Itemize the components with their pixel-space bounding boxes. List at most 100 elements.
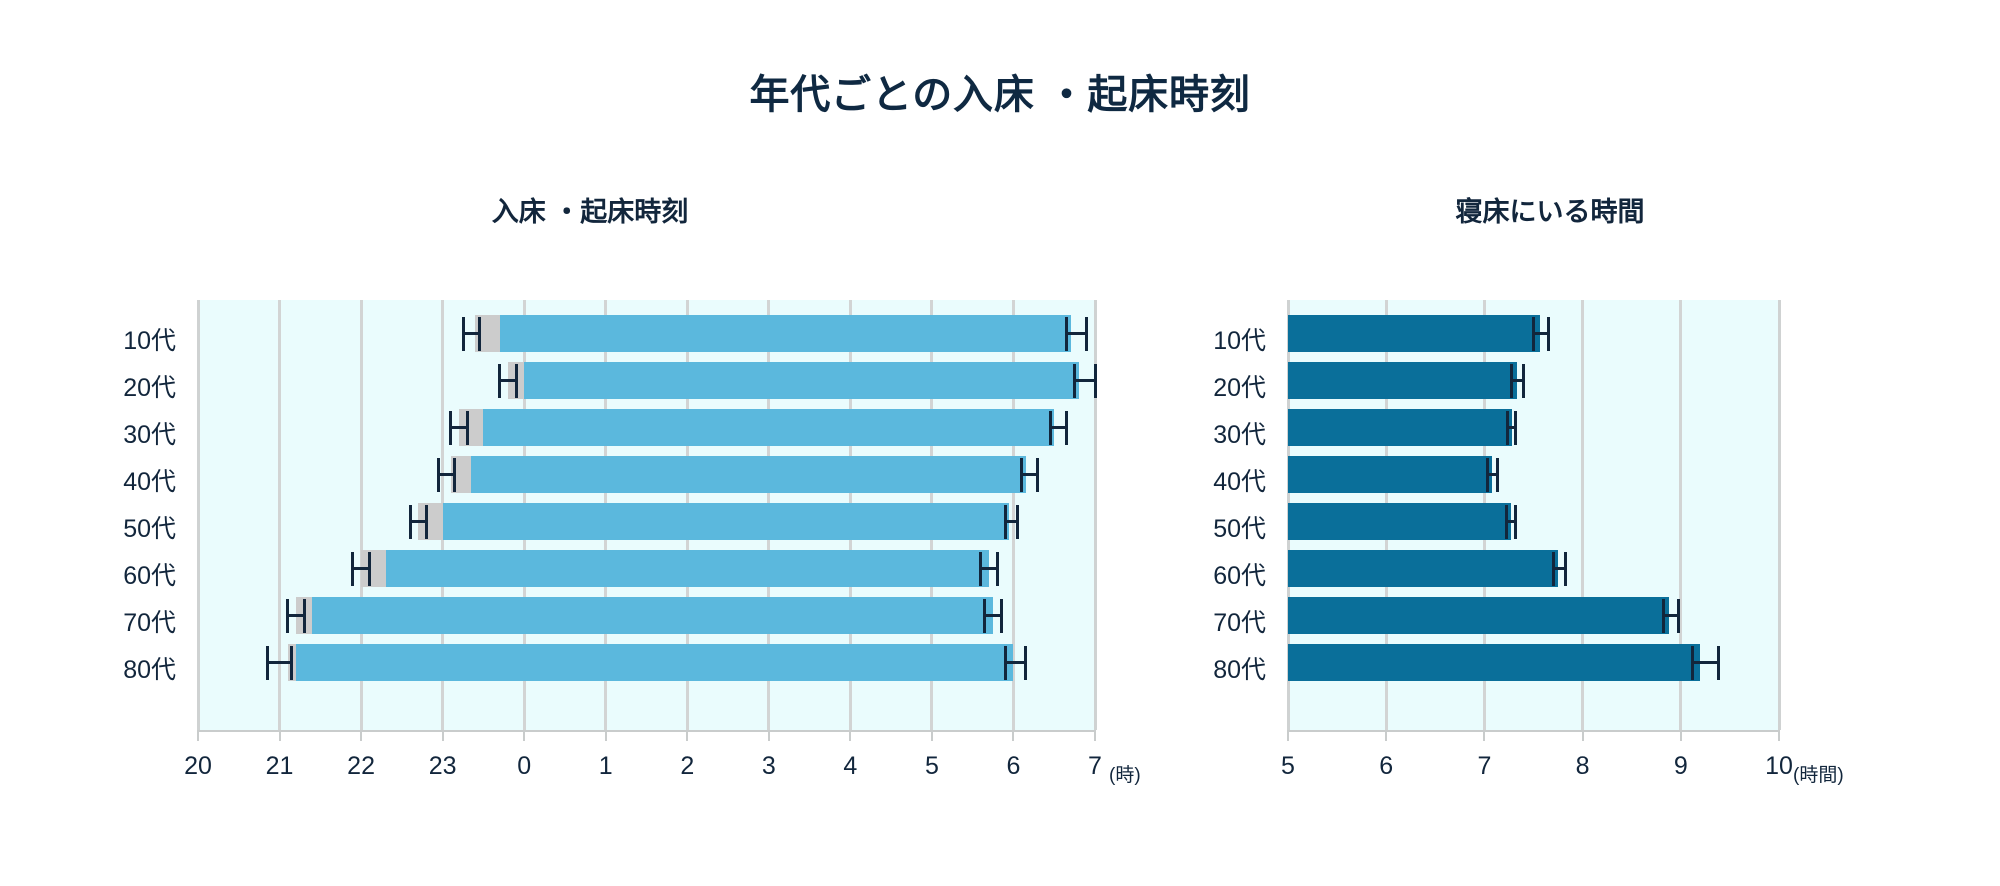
bar-time-in-bed <box>1288 550 1559 587</box>
error-bar-line <box>1506 520 1516 523</box>
axis-tick <box>1385 730 1388 741</box>
error-bar-cap-low <box>1551 551 1555 586</box>
axis-tick <box>1287 730 1289 741</box>
error-bar-cap-low <box>265 645 269 680</box>
error-bar-cap-high <box>477 316 481 351</box>
category-label: 30代 <box>1213 421 1266 449</box>
axis-tick-label: 9 <box>1673 752 1688 780</box>
axis-tick-label: 7 <box>1088 752 1102 780</box>
bar-sleep-period <box>499 315 1071 352</box>
category-label: 40代 <box>123 468 176 496</box>
gridline <box>1581 300 1585 730</box>
error-bar-cap-low <box>437 457 441 492</box>
axis-tick-label: 3 <box>761 752 776 780</box>
error-bar-cap-high <box>995 551 999 586</box>
panel-left-title: 入床 ・起床時刻 <box>491 197 689 227</box>
x-axis-line <box>198 730 1095 732</box>
error-bar-cap-low <box>351 551 355 586</box>
axis-tick <box>197 730 199 741</box>
error-bar-cap-high <box>1495 457 1499 492</box>
bar-sleep-period <box>471 456 1026 493</box>
error-bar-cap-low <box>1003 504 1007 539</box>
error-bar-line <box>1487 473 1498 476</box>
axis-tick <box>1012 730 1015 741</box>
error-bar-cap-high <box>1564 551 1568 586</box>
error-bar-cap-high <box>1522 363 1526 398</box>
error-bar-line <box>980 567 998 570</box>
category-label: 30代 <box>123 421 176 449</box>
error-bar-line <box>1663 614 1679 617</box>
error-bar-line <box>1074 379 1095 382</box>
category-label: 70代 <box>1213 609 1266 637</box>
error-bar-cap-high <box>1036 457 1040 492</box>
bar-sleep-period <box>312 597 994 634</box>
error-bar-line <box>1021 473 1038 476</box>
axis-tick <box>1679 730 1682 741</box>
category-label: 80代 <box>1213 656 1266 684</box>
axis-tick <box>686 730 689 741</box>
error-bar-cap-high <box>1514 410 1518 445</box>
error-bar-line <box>1005 661 1026 664</box>
axis-tick-label: 10 <box>1765 752 1793 780</box>
axis-tick-label: 6 <box>1379 752 1394 780</box>
error-bar-line <box>1533 332 1549 335</box>
bar-sleep-period <box>483 409 1055 446</box>
gridline <box>359 300 363 730</box>
error-bar-cap-low <box>286 598 290 633</box>
axis-tick-label: 20 <box>184 752 212 780</box>
error-bar-cap-low <box>1504 504 1508 539</box>
axis-tick <box>1094 730 1096 741</box>
error-bar-cap-low <box>449 410 453 445</box>
bar-time-in-bed <box>1288 409 1512 446</box>
category-label: 80代 <box>123 656 176 684</box>
category-label: 20代 <box>123 374 176 402</box>
axis-tick <box>1483 730 1486 741</box>
error-bar-cap-high <box>514 363 518 398</box>
error-bar-line <box>287 614 304 617</box>
error-bar-cap-low <box>408 504 412 539</box>
axis-unit-label: (時) <box>1109 765 1141 786</box>
category-label: 40代 <box>1213 468 1266 496</box>
axis-unit-label: (時間) <box>1793 765 1844 786</box>
error-bar-cap-high <box>302 598 306 633</box>
error-bar-cap-high <box>1064 410 1068 445</box>
category-label: 10代 <box>123 327 176 355</box>
error-bar-line <box>450 426 468 429</box>
category-label: 60代 <box>1213 562 1266 590</box>
panel-bedtime-waketime: 入床 ・起床時刻 20 21 22 23 0 1 2 3 4 5 6 7 (時) 10代 20代 30代 40代… <box>0 190 1180 830</box>
error-bar-cap-high <box>1016 504 1020 539</box>
axis-tick <box>849 730 852 741</box>
axis-tick-label: 1 <box>598 752 613 780</box>
error-bar-cap-low <box>1506 410 1510 445</box>
error-bar-cap-low <box>983 598 987 633</box>
error-bar-cap-low <box>498 363 502 398</box>
axis-tick-label: 23 <box>428 752 457 780</box>
error-bar-line <box>1553 567 1566 570</box>
error-bar-line <box>1511 379 1524 382</box>
error-bar-cap-low <box>1003 645 1007 680</box>
category-label: 20代 <box>1213 374 1266 402</box>
axis-tick-label: 2 <box>680 752 695 780</box>
error-bar-cap-low <box>1691 645 1695 680</box>
axis-tick-label: 8 <box>1575 752 1590 780</box>
axis-tick-label: 7 <box>1477 752 1492 780</box>
axis-tick <box>360 730 363 741</box>
error-bar-cap-high <box>465 410 469 445</box>
x-axis-line <box>1288 730 1779 732</box>
axis-tick-label: 5 <box>924 752 939 780</box>
error-bar-line <box>352 567 370 570</box>
gridline <box>278 300 282 730</box>
error-bar-cap-low <box>1048 410 1052 445</box>
axis-tick <box>604 730 607 741</box>
axis-tick-label: 21 <box>265 752 294 780</box>
error-bar-cap-low <box>1020 457 1024 492</box>
panel-right-title: 寝床にいる時間 <box>1455 197 1645 227</box>
axis-tick <box>1778 730 1780 741</box>
bar-time-in-bed <box>1288 315 1541 352</box>
error-bar-line <box>1050 426 1067 429</box>
error-bar-line <box>1507 426 1516 429</box>
error-bar-line <box>1005 520 1018 523</box>
error-bar-cap-high <box>367 551 371 586</box>
gridline <box>196 300 200 730</box>
